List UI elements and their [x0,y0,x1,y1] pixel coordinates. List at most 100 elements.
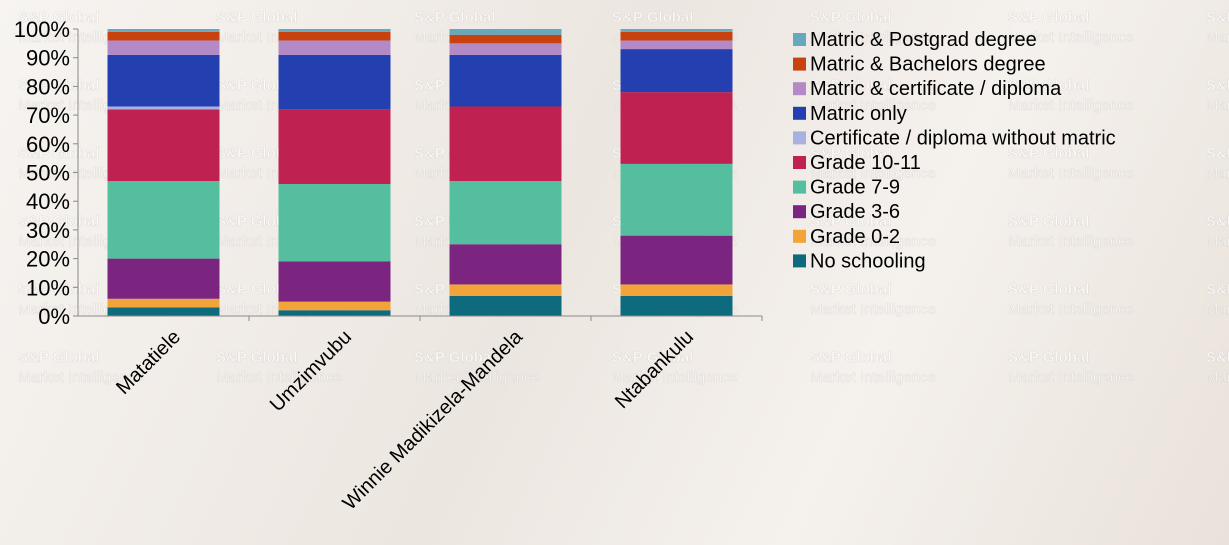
bar-segment [620,284,733,296]
bars-layer [107,29,733,316]
bar-segment [107,181,220,259]
bar-segment [107,31,220,41]
bar-segment [620,235,733,285]
watermark-brand: S&P Global [18,213,99,230]
watermark-brand: S&P Global [1008,349,1089,366]
watermark-brand: S&P Global [810,281,891,298]
watermark-subbrand: Market Intelligence [810,165,936,182]
watermark-subbrand: Market Intelligence [1206,233,1229,250]
legend-label: Matric & Postgrad degree [810,29,1037,51]
bar-segment [107,40,220,55]
watermark-subbrand: Market Intelligence [810,369,936,386]
legend-label: Certificate / diploma without matric [810,127,1116,149]
legend-label: Matric only [810,103,907,125]
watermark-subbrand: Market Intelligence [1206,301,1229,318]
y-tick-label: 60% [26,132,70,157]
watermark-subbrand: Market Intelligence [414,369,540,386]
bar-segment [278,31,391,41]
legend-label: Grade 7-9 [810,177,900,199]
bar-segment [278,40,391,55]
bar-segment [449,54,562,107]
legend-item: Grade 0-2 [793,226,900,248]
legend-swatch [793,205,806,219]
y-tick-label: 50% [26,161,70,186]
bar-segment [107,298,220,308]
bar-segment [620,163,733,236]
watermark-subbrand: Market Intelligence [810,233,936,250]
watermark-brand: S&P Global [1008,281,1089,298]
legend-item: Matric only [793,103,907,125]
watermark-subbrand: Market Intelligence [1206,369,1229,386]
legend-item: No schooling [793,250,926,272]
legend-item: Matric & Postgrad degree [793,29,1037,51]
watermark-brand: S&P Global [1206,9,1229,26]
y-tick-label: 100% [14,17,70,42]
bar-segment [107,258,220,299]
bar-segment [278,301,391,311]
legend-swatch [793,131,806,145]
watermark-subbrand: Market Intelligence [1008,97,1134,114]
watermark-brand: S&P Global [1008,213,1089,230]
bar-segment [620,40,733,50]
legend-swatch [793,57,806,71]
legend-label: No schooling [810,250,926,272]
bar-segment [620,92,733,164]
legend-label: Grade 3-6 [810,201,900,223]
watermark-brand: S&P Global [612,9,693,26]
bar-segment [449,284,562,296]
watermark-brand: S&P Global [1008,77,1089,94]
watermark-subbrand: Market Intelligence [216,369,342,386]
bar-segment [449,295,562,316]
bar-stack [620,29,733,316]
watermark-brand: S&P Global [216,145,297,162]
watermark-brand: S&P Global [216,281,297,298]
watermark-brand: S&P Global [18,77,99,94]
watermark-brand: S&P Global [18,145,99,162]
legend-swatch [793,82,806,96]
bar-segment [620,29,733,32]
legend-swatch [793,156,806,169]
bar-segment [278,183,391,262]
watermark-subbrand: Market Intelligence [810,29,936,46]
bar-segment [107,106,220,110]
watermark-brand: S&P Global [216,9,297,26]
legend-item: Grade 3-6 [793,201,900,223]
x-category-label: Matatiele [112,326,185,399]
y-tick-label: 20% [26,247,70,272]
watermark-subbrand: Market Intelligence [1008,369,1134,386]
y-tick-label: 10% [26,275,70,300]
bar-segment [449,29,562,35]
bar-segment [278,54,391,110]
watermark-brand: S&P Global [612,349,693,366]
watermark-brand: S&P Global [1206,281,1229,298]
watermark-subbrand: Market Intelligence [1206,97,1229,114]
watermark-brand: S&P Global [1008,145,1089,162]
bar-segment [107,307,220,316]
bar-segment [107,109,220,182]
legend-label: Matric & certificate / diploma [810,78,1062,100]
legend-item: Matric & Bachelors degree [793,54,1046,76]
legend-swatch [793,33,806,46]
bar-segment [107,29,220,32]
watermark-subbrand: Market Intelligence [1206,165,1229,182]
legend-swatch [793,106,806,120]
bar-stack [107,29,220,316]
legend-item: Certificate / diploma without matric [793,127,1116,149]
watermark-brand: S&P Global [810,213,891,230]
y-tick-label: 90% [26,46,70,71]
bar-segment [278,29,391,32]
watermark-brand: S&P Global [810,145,891,162]
bar-segment [620,49,733,93]
legend-label: Grade 0-2 [810,226,900,248]
watermark-subbrand: Market Intelligence [18,369,144,386]
watermark-brand: S&P Global [810,349,891,366]
watermark-brand: S&P Global [414,349,495,366]
y-axis: 0% 10% 20% 30% 40% 50% 60% 70% 80% 90% 100% [14,17,79,329]
bar-stack [278,29,391,316]
bar-segment [620,31,733,41]
legend: Matric & Postgrad degree Matric & Bachelo… [793,29,1116,272]
watermark-brand: S&P Global [1008,9,1089,26]
bar-segment [620,295,733,316]
watermark-subbrand: Market Intelligence [810,97,936,114]
